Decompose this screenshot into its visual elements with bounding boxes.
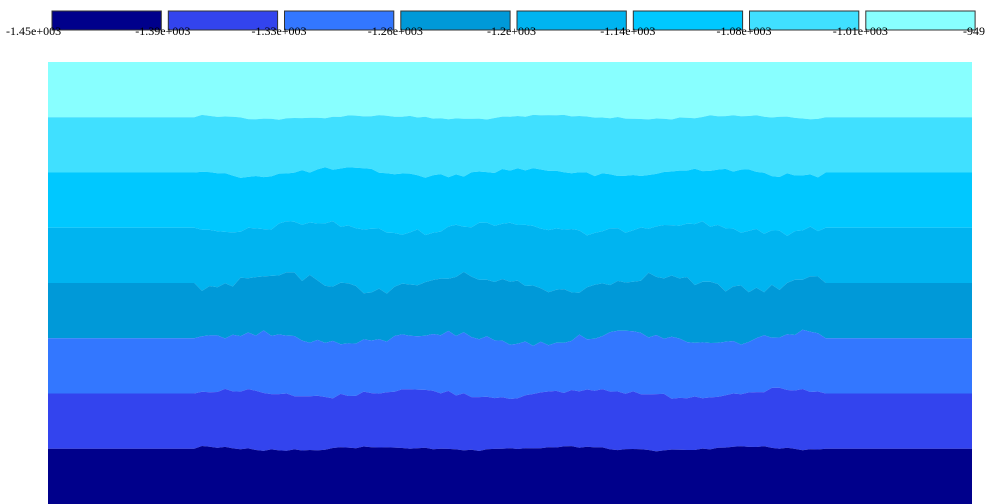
contour-band-6 <box>48 387 972 452</box>
contour-band-5 <box>48 329 972 399</box>
colorbar-tick-label-4: -1.2e+003 <box>487 24 536 38</box>
colorbar-swatch-1 <box>167 10 279 31</box>
contour-band-7 <box>48 446 972 504</box>
colorbar-tick-label-8: -949 <box>963 24 985 38</box>
contour-band-2 <box>48 167 972 236</box>
colorbar-tick-label-5: -1.14e+003 <box>600 24 655 38</box>
contour-band-4 <box>48 271 972 346</box>
colorbar-swatch-3 <box>400 10 511 31</box>
colorbar-swatch-5 <box>632 10 744 31</box>
contour-band-1 <box>48 114 972 178</box>
colorbar-tick-label-0: -1.45e+003 <box>6 24 61 38</box>
contour-band-0 <box>48 62 972 120</box>
contour-plot <box>48 62 972 504</box>
colorbar-tick-label-3: -1.26e+003 <box>368 24 423 38</box>
colorbar-swatch-6 <box>749 10 860 31</box>
colorbar-swatch-0 <box>51 10 162 31</box>
colorbar-swatch-4 <box>516 10 627 31</box>
colorbar-tick-label-7: -1.01e+003 <box>833 24 888 38</box>
contour-band-3 <box>48 221 972 294</box>
colorbar-swatch-2 <box>284 10 395 31</box>
colorbar-tick-label-2: -1.33e+003 <box>251 24 306 38</box>
colorbar-swatch-7 <box>865 10 976 31</box>
colorbar-tick-label-1: -1.39e+003 <box>135 24 190 38</box>
colorbar-legend: -1.45e+003 -1.39e+003 -1.33e+003 -1.26e+003… <box>6 10 985 38</box>
colorbar-tick-label-6: -1.08e+003 <box>716 24 771 38</box>
